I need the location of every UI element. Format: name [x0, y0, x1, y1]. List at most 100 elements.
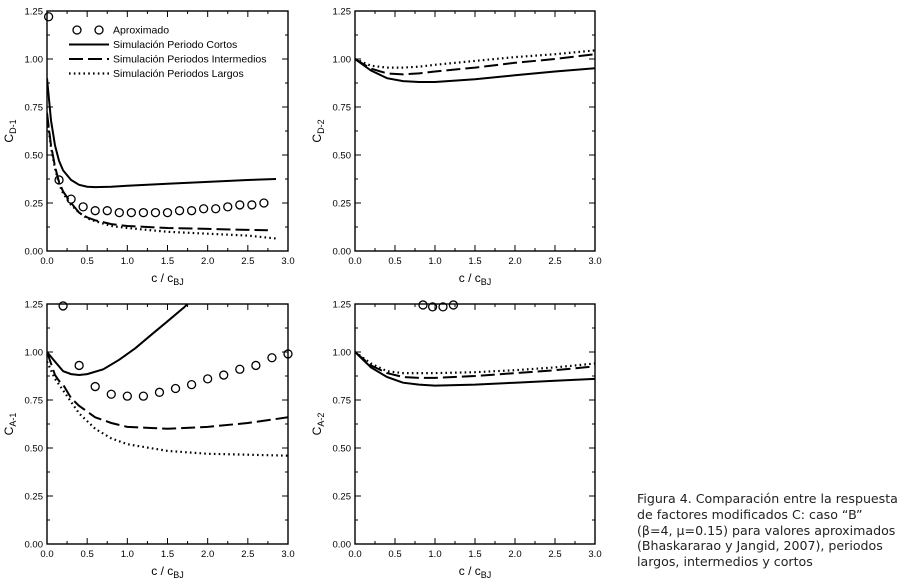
- data-point-aproximado: [74, 360, 84, 371]
- series-line-dotted: [47, 361, 288, 457]
- plot-frame: [46, 303, 289, 545]
- legend: Aproximado Simulación Periodo Cortos Simul…: [69, 25, 267, 80]
- legend-label: Aproximado: [113, 25, 169, 37]
- x-axis-title: c / cBJ: [151, 564, 184, 580]
- y-tick-label: 0.50: [333, 444, 352, 455]
- y-tick-label: 0.25: [333, 492, 352, 503]
- y-tick-label: 1.25: [333, 7, 352, 18]
- series-line-solid: [47, 304, 189, 377]
- y-axis-title: CA-2: [310, 413, 326, 436]
- series-line-dashed: [47, 351, 288, 430]
- y-tick-label: 0.00: [333, 540, 352, 551]
- data-point-aproximado: [186, 379, 197, 390]
- y-tick-label: 1.00: [333, 55, 352, 66]
- x-axis-title: c / cBJ: [459, 564, 492, 580]
- y-tick-label: 0.75: [333, 103, 352, 114]
- data-point-aproximado: [138, 391, 149, 401]
- data-point-aproximado: [418, 300, 428, 310]
- data-point-aproximado: [247, 200, 257, 210]
- series-line-dashed: [355, 351, 595, 379]
- y-tick-label: 1.25: [25, 7, 44, 18]
- y-tick-label: 0.50: [333, 151, 352, 162]
- series-line-dashed: [355, 53, 595, 76]
- data-point-aproximado: [43, 12, 54, 22]
- data-point-aproximado: [102, 206, 112, 216]
- data-point-aproximado: [58, 301, 68, 311]
- series-line-solid: [47, 78, 277, 189]
- series-line-dashed: [47, 112, 268, 232]
- y-tick-label: 0.75: [25, 103, 44, 114]
- data-point-aproximado: [448, 300, 459, 310]
- plot-frame: [354, 303, 596, 545]
- data-point-aproximado: [211, 204, 221, 214]
- figure-caption: Figura 4. Comparación entre la respuesta…: [637, 491, 898, 570]
- data-point-aproximado: [174, 206, 185, 216]
- x-tick-label: 2.0: [508, 256, 521, 267]
- series-line-dotted: [355, 49, 595, 69]
- x-tick-label: 1.5: [161, 256, 174, 267]
- data-point-aproximado: [90, 206, 100, 216]
- y-axis-title: CA-1: [2, 413, 18, 436]
- data-point-aproximado: [78, 202, 88, 212]
- y-tick-label: 0.00: [333, 247, 352, 258]
- data-point-aproximado: [223, 202, 233, 212]
- x-tick-label: 2.0: [201, 256, 214, 267]
- data-point-aproximado: [90, 381, 100, 392]
- y-tick-label: 0.50: [25, 151, 44, 162]
- x-tick-label: 2.5: [548, 256, 561, 267]
- chart-cd2: 0.0 0.5 1.0 1.5 2.0 2.5 3.0 0.00 0.25 0.50 0.75 1.0…: [310, 7, 602, 288]
- x-tick-label: 2.5: [548, 549, 561, 560]
- x-tick-label: 0.5: [81, 256, 94, 267]
- x-tick-label: 0.5: [388, 256, 401, 267]
- chart-ca1: 0.0 0.5 1.0 1.5 2.0 2.5 3.0 0.00 0.25 0.50 0.75 1.0…: [2, 300, 295, 581]
- y-tick-label: 0.75: [25, 396, 44, 407]
- data-point-aproximado: [162, 207, 173, 218]
- data-point-aproximado: [170, 383, 181, 394]
- series-line-dotted: [355, 351, 595, 375]
- data-point-aproximado: [154, 387, 165, 397]
- y-tick-label: 1.25: [333, 300, 352, 311]
- y-axis-title: CD-1: [2, 119, 18, 142]
- x-tick-label: 3.0: [281, 549, 294, 560]
- y-tick-label: 0.25: [25, 199, 44, 210]
- x-tick-label: 0.0: [40, 549, 53, 560]
- y-tick-label: 1.00: [25, 55, 44, 66]
- x-tick-label: 2.0: [508, 549, 521, 560]
- plot-frame: [354, 10, 596, 252]
- data-point-aproximado: [267, 353, 277, 363]
- x-tick-label: 0.5: [388, 549, 401, 560]
- legend-label: Simulación Periodos Intermedios: [113, 54, 267, 66]
- x-axis-title: c / cBJ: [459, 271, 492, 287]
- series-line-solid: [355, 58, 595, 83]
- data-point-aproximado: [114, 207, 124, 218]
- data-point-aproximado: [219, 370, 229, 380]
- x-axis-title: c / cBJ: [151, 271, 184, 287]
- y-tick-label: 1.25: [25, 300, 44, 311]
- x-tick-label: 1.0: [428, 256, 441, 267]
- x-tick-label: 3.0: [281, 256, 294, 267]
- data-point-aproximado: [235, 200, 245, 210]
- y-tick-label: 1.00: [333, 348, 352, 359]
- x-tick-label: 2.5: [241, 549, 254, 560]
- y-axis-title: CD-2: [310, 119, 326, 142]
- x-tick-label: 1.5: [161, 549, 174, 560]
- x-tick-label: 3.0: [588, 549, 601, 560]
- x-tick-label: 0.0: [348, 256, 361, 267]
- legend-label: Simulación Periodo Cortos: [113, 39, 237, 51]
- y-tick-label: 0.00: [25, 540, 44, 551]
- data-point-aproximado: [438, 302, 448, 312]
- x-tick-label: 0.0: [348, 549, 361, 560]
- data-point-aproximado: [122, 391, 132, 401]
- y-tick-label: 1.00: [25, 348, 44, 359]
- data-point-aproximado: [203, 374, 213, 384]
- y-tick-label: 0.25: [25, 492, 44, 503]
- data-point-aproximado: [235, 364, 245, 374]
- y-tick-label: 0.75: [333, 396, 352, 407]
- x-tick-label: 1.5: [468, 256, 481, 267]
- series-line-solid: [355, 351, 595, 387]
- x-tick-label: 3.0: [588, 256, 601, 267]
- data-point-aproximado: [283, 349, 293, 359]
- legend-label: Simulación Periodos Largos: [113, 68, 244, 80]
- y-tick-label: 0.50: [25, 444, 44, 455]
